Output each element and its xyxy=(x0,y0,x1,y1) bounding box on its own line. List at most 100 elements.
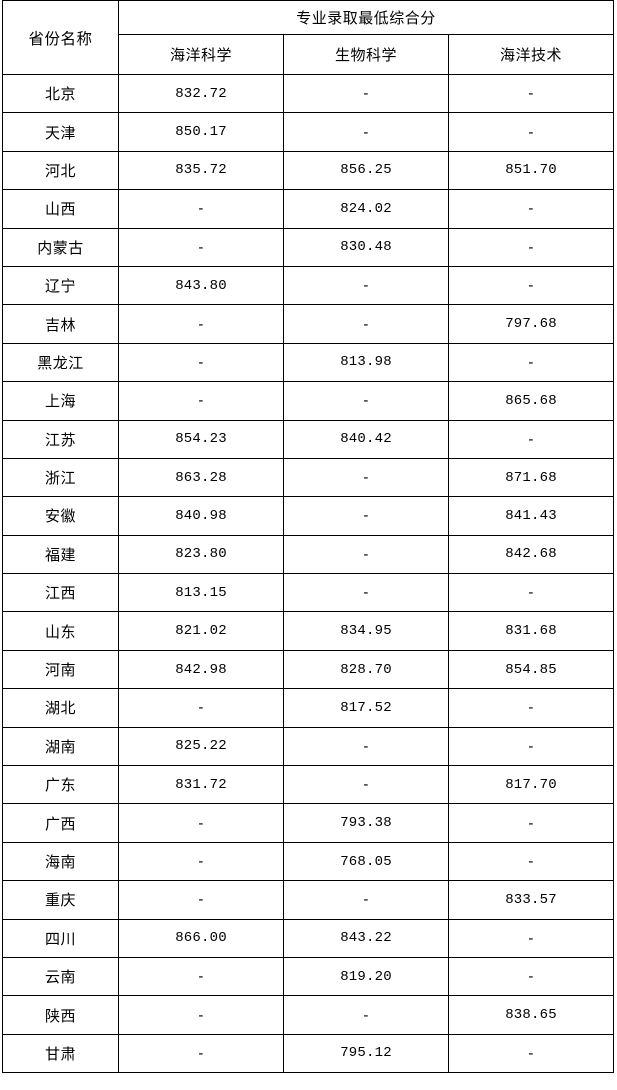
table-row: 山西 -824.02- xyxy=(2,189,615,229)
score-cell: - xyxy=(283,265,449,306)
table-row: 辽宁 843.80- - xyxy=(2,265,615,306)
score-cell: 813.98 xyxy=(283,342,449,383)
province-cell: 内蒙古 xyxy=(2,227,119,267)
score-cell: - xyxy=(447,918,615,958)
table-row: 湖北 -817.52- xyxy=(2,688,615,728)
table-row: 江西 813.15- - xyxy=(2,573,615,613)
province-cell: 吉林 xyxy=(2,304,119,344)
table-row: 北京 832.72- - xyxy=(2,73,615,114)
score-cell: - xyxy=(447,265,615,306)
province-cell: 重庆 xyxy=(2,880,119,920)
table-row: 天津 850.17- - xyxy=(2,112,615,152)
province-cell: 广西 xyxy=(2,803,119,843)
table-row: 云南 -819.20- xyxy=(2,956,615,997)
province-cell: 福建 xyxy=(2,534,119,575)
table-row: 湖南 825.22- - xyxy=(2,726,615,767)
score-cell: 838.65 xyxy=(447,995,615,1035)
score-cell: - xyxy=(283,304,449,344)
score-cell: 817.52 xyxy=(283,688,449,728)
table-header: 省份名称 专业录取最低综合分 海洋科学 生物科学 海洋技术 xyxy=(2,0,615,75)
column-header-major-3: 海洋技术 xyxy=(447,34,615,75)
score-cell: 793.38 xyxy=(283,803,449,843)
score-cell: - xyxy=(118,995,284,1035)
province-cell: 辽宁 xyxy=(2,265,119,306)
score-cell: - xyxy=(283,765,449,805)
score-cell: - xyxy=(118,304,284,344)
province-cell: 上海 xyxy=(2,381,119,421)
province-cell: 天津 xyxy=(2,112,119,152)
province-cell: 黑龙江 xyxy=(2,342,119,383)
score-cell: - xyxy=(118,880,284,920)
score-cell: 841.43 xyxy=(447,496,615,536)
score-cell: - xyxy=(118,1033,284,1074)
score-cell: - xyxy=(283,573,449,613)
score-cell: 824.02 xyxy=(283,189,449,229)
score-cell: 821.02 xyxy=(118,611,284,651)
header-row-group: 省份名称 专业录取最低综合分 xyxy=(2,0,615,75)
column-header-major-2: 生物科学 xyxy=(283,34,449,75)
province-cell: 陕西 xyxy=(2,995,119,1035)
score-cell: - xyxy=(447,688,615,728)
province-cell: 湖北 xyxy=(2,688,119,728)
score-cell: 832.72 xyxy=(118,73,284,114)
score-cell: 834.95 xyxy=(283,611,449,651)
score-cell: 854.85 xyxy=(447,649,615,690)
province-cell: 湖南 xyxy=(2,726,119,767)
score-cell: 825.22 xyxy=(118,726,284,767)
score-cell: 819.20 xyxy=(283,956,449,997)
score-cell: - xyxy=(447,189,615,229)
table-row: 河北 835.72 856.25 851.70 xyxy=(2,150,615,191)
admission-score-table: 省份名称 专业录取最低综合分 海洋科学 生物科学 海洋技术 北京 832.72- -… xyxy=(2,0,615,1074)
table-row: 江苏 854.23 840.42- xyxy=(2,419,615,459)
table-row: 甘肃 -795.12- xyxy=(2,1033,615,1074)
table-row: 吉林 - -797.68 xyxy=(2,304,615,344)
province-cell: 广东 xyxy=(2,765,119,805)
score-cell: - xyxy=(447,419,615,459)
score-cell: 842.68 xyxy=(447,534,615,575)
score-cell: 865.68 xyxy=(447,381,615,421)
table-row: 河南 842.98 828.70 854.85 xyxy=(2,649,615,690)
score-cell: 850.17 xyxy=(118,112,284,152)
score-cell: - xyxy=(118,189,284,229)
province-cell: 安徽 xyxy=(2,496,119,536)
table-row: 上海 - -865.68 xyxy=(2,381,615,421)
score-cell: 856.25 xyxy=(283,150,449,191)
score-cell: - xyxy=(283,381,449,421)
table-row: 黑龙江 -813.98- xyxy=(2,342,615,383)
score-cell: - xyxy=(118,381,284,421)
province-cell: 北京 xyxy=(2,73,119,114)
score-cell: 840.98 xyxy=(118,496,284,536)
province-cell: 云南 xyxy=(2,956,119,997)
table-row: 海南 -768.05- xyxy=(2,841,615,882)
score-cell: - xyxy=(283,726,449,767)
score-cell: 871.68 xyxy=(447,457,615,498)
score-cell: - xyxy=(283,995,449,1035)
score-cell: - xyxy=(447,726,615,767)
table-row: 广东 831.72-817.70 xyxy=(2,765,615,805)
score-cell: - xyxy=(118,803,284,843)
score-cell: - xyxy=(283,73,449,114)
score-cell: 866.00 xyxy=(118,918,284,958)
province-cell: 河南 xyxy=(2,649,119,690)
table-row: 安徽 840.98-841.43 xyxy=(2,496,615,536)
score-cell: 840.42 xyxy=(283,419,449,459)
score-cell: 854.23 xyxy=(118,419,284,459)
score-cell: 863.28 xyxy=(118,457,284,498)
score-cell: 851.70 xyxy=(447,150,615,191)
score-cell: - xyxy=(447,956,615,997)
province-cell: 江西 xyxy=(2,573,119,613)
table-row: 广西 -793.38- xyxy=(2,803,615,843)
table-row: 重庆 - -833.57 xyxy=(2,880,615,920)
score-cell: - xyxy=(118,227,284,267)
score-cell: - xyxy=(283,496,449,536)
province-cell: 甘肃 xyxy=(2,1033,119,1074)
province-cell: 四川 xyxy=(2,918,119,958)
score-cell: - xyxy=(447,342,615,383)
score-cell: 830.48 xyxy=(283,227,449,267)
table-row: 陕西 - -838.65 xyxy=(2,995,615,1035)
header-row-majors: 海洋科学 生物科学 海洋技术 xyxy=(3,34,615,75)
score-cell: 828.70 xyxy=(283,649,449,690)
score-cell: 831.72 xyxy=(118,765,284,805)
score-cell: - xyxy=(283,880,449,920)
